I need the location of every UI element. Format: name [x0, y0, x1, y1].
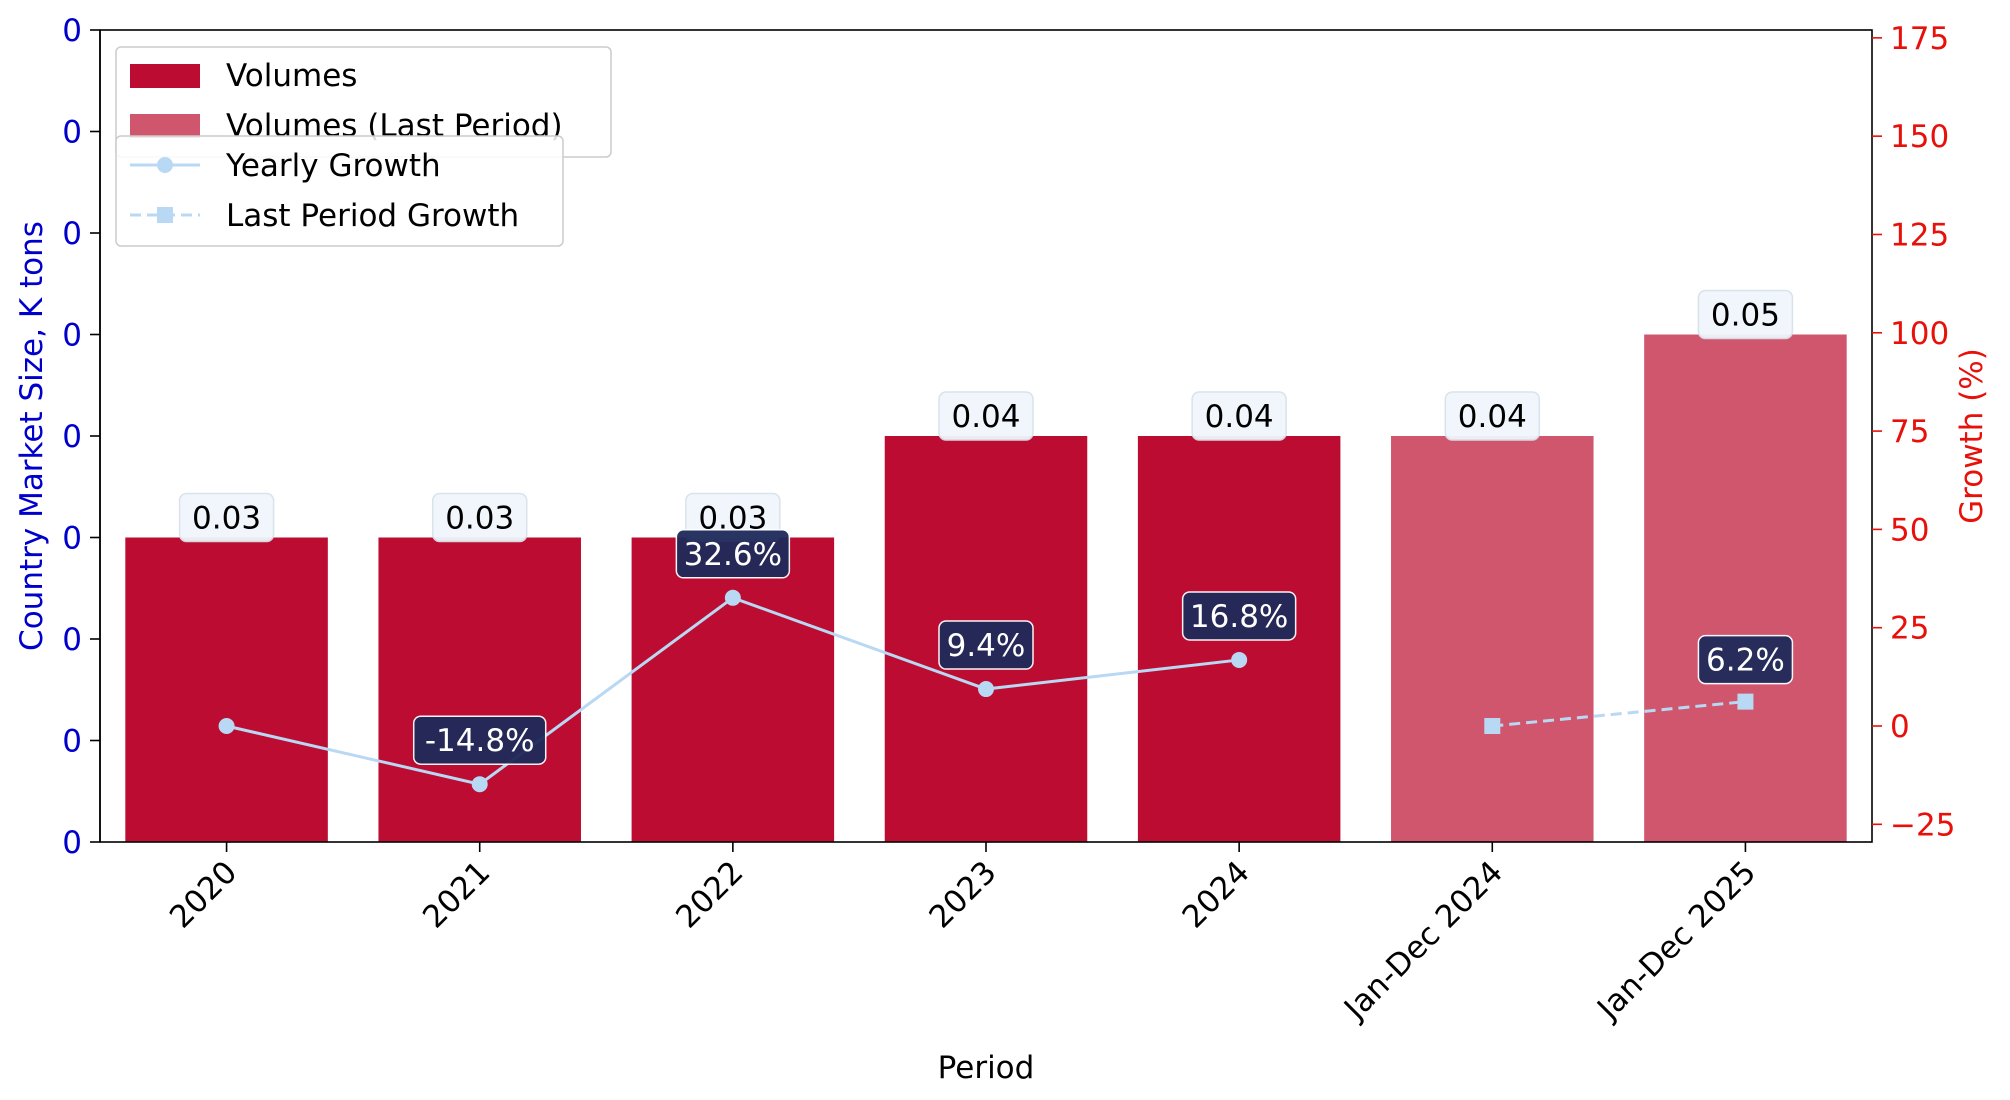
right-tick-label-8: 175	[1890, 21, 1949, 57]
left-tick-label-2: 0	[62, 622, 82, 658]
x-tick-label-1: 2021	[416, 854, 497, 935]
left-tick-label-8: 0	[62, 13, 82, 49]
bar-value-label-3-box	[938, 391, 1034, 441]
right-tick-label-5: 100	[1890, 316, 1949, 352]
bar-value-label-4-box	[1191, 391, 1287, 441]
growth-label-3: 9.4%	[947, 628, 1026, 664]
data-labels-layer: 0.03 0.03 0.030.04 0.04 0.040.05-14.8%32.6%9…	[178, 289, 1794, 765]
growth-label-1: -14.8%	[425, 723, 535, 759]
growth-point-4	[1231, 651, 1248, 668]
x-tick-label-5: Jan-Dec 2024	[1336, 854, 1510, 1028]
growth-label-3-box	[938, 620, 1034, 670]
bar-value-label-0: 0.03	[192, 501, 261, 537]
x-tick-label-4: 2024	[1176, 854, 1257, 935]
bar-2	[631, 537, 835, 842]
bar-value-label-0-group: 0.03	[178, 492, 275, 543]
bar-value-label-4: 0.04	[1205, 399, 1274, 435]
growth-point-3	[978, 681, 994, 698]
x-tick-label-2: 2022	[669, 854, 750, 935]
left-tick-label-4: 0	[62, 419, 82, 455]
bar-1	[378, 537, 581, 842]
growth-point-2	[724, 589, 741, 606]
bar-value-label-3-group: 0.04	[938, 391, 1034, 441]
x-axis-title: Period	[938, 1050, 1035, 1086]
bar-value-label-1: 0.03	[445, 501, 514, 537]
right-y-axis: −25 0 25 50 75 100 125 150 175	[1872, 21, 1955, 843]
right-tick-label-4: 75	[1890, 414, 1929, 450]
x-tick-label-0: 2020	[163, 854, 244, 935]
bar-0	[125, 537, 328, 842]
right-tick-label-0: −25	[1890, 807, 1955, 843]
right-tick-label-2: 25	[1890, 611, 1929, 647]
growth-lines-layer	[218, 589, 1754, 793]
bar-value-label-5: 0.04	[1458, 399, 1527, 435]
growth-line-3	[1492, 700, 1746, 728]
bar-5	[1391, 436, 1594, 842]
growth-point-0	[218, 718, 235, 734]
growth-label-6: 6.2%	[1706, 643, 1785, 679]
legend-swatch-1	[130, 114, 200, 138]
left-tick-label-3: 0	[62, 521, 82, 557]
growth-point-6	[1737, 693, 1754, 710]
bar-value-label-4-group: 0.04	[1191, 391, 1287, 441]
left-tick-label-5: 0	[62, 318, 82, 354]
growth-label-1-box	[412, 715, 547, 765]
x-axis: 2020 2021 2022 2023 2024 Jan-Dec 2024 Jan-Dec …	[163, 842, 1763, 1028]
right-tick-label-7: 150	[1890, 119, 1949, 155]
legend-label-0: Volumes	[226, 58, 357, 94]
bar-value-label-3: 0.04	[951, 399, 1020, 435]
left-y-axis-title: Country Market Size, K tons	[14, 221, 50, 651]
x-tick-label-3: 2023	[922, 854, 1003, 935]
growth-label-1-group: -14.8%	[412, 715, 547, 765]
right-tick-label-6: 125	[1890, 217, 1949, 253]
bar-value-label-5-box	[1444, 391, 1541, 441]
left-tick-label-6: 0	[62, 216, 82, 252]
growth-label-6-group: 6.2%	[1697, 634, 1794, 685]
bar-value-label-0-box	[178, 492, 275, 543]
growth-point-5	[1484, 718, 1501, 734]
growth-label-2-box	[675, 529, 791, 579]
growth-label-6-box	[1697, 634, 1794, 685]
growth-point-1	[471, 776, 488, 793]
growth-label-2-group: 32.6%	[675, 529, 791, 579]
right-tick-label-1: 0	[1890, 709, 1910, 745]
bar-value-label-6-box	[1697, 289, 1794, 340]
bar-value-label-1-group: 0.03	[431, 492, 528, 543]
left-y-axis: 0 0 0 0 0 0 0 0 0	[62, 13, 101, 861]
bar-value-label-5-group: 0.04	[1444, 391, 1541, 441]
growth-label-2: 32.6%	[684, 537, 782, 573]
growth-label-4-box	[1181, 591, 1297, 641]
growth-label-4-group: 16.8%	[1181, 591, 1297, 641]
legend-label-3: Last Period Growth	[226, 198, 519, 234]
bar-value-label-6: 0.05	[1711, 298, 1780, 334]
right-y-axis-title: Growth (%)	[1954, 348, 1990, 524]
growth-label-4: 16.8%	[1190, 599, 1288, 635]
right-tick-label-3: 50	[1890, 512, 1929, 548]
legend-marker-2	[157, 157, 173, 173]
legend-box-lines	[115, 135, 564, 247]
legend-swatch-0	[130, 64, 200, 88]
left-tick-label-7: 0	[62, 115, 82, 151]
left-tick-label-0: 0	[62, 825, 82, 861]
bar-6	[1644, 334, 1847, 842]
left-tick-label-1: 0	[62, 724, 82, 760]
x-tick-label-6: Jan-Dec 2025	[1589, 854, 1763, 1028]
bar-value-label-6-group: 0.05	[1697, 289, 1794, 340]
growth-label-3-group: 9.4%	[938, 620, 1034, 670]
legend-marker-3	[157, 207, 173, 223]
legend-label-2: Yearly Growth	[225, 148, 441, 184]
bar-value-label-1-box	[431, 492, 528, 543]
